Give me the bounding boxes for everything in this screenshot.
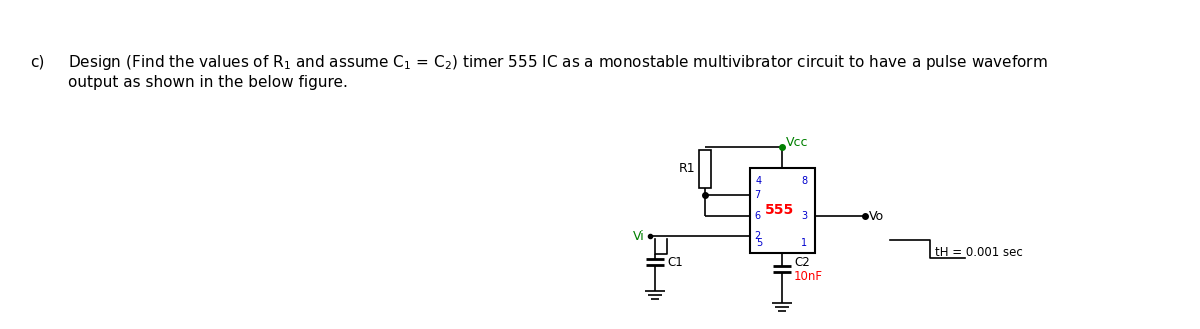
Text: Vi: Vi <box>634 230 646 242</box>
Text: output as shown in the below figure.: output as shown in the below figure. <box>68 74 348 89</box>
Text: c): c) <box>30 55 44 69</box>
Text: Vo: Vo <box>869 210 884 222</box>
Text: 8: 8 <box>802 176 808 186</box>
Text: R1: R1 <box>678 163 695 175</box>
Text: 7: 7 <box>754 190 761 200</box>
Text: 10nF: 10nF <box>794 269 823 283</box>
Bar <box>750 168 815 253</box>
Text: 2: 2 <box>754 231 761 241</box>
Text: 555: 555 <box>764 204 794 217</box>
Text: Design (Find the values of R$_1$ and assume C$_1$ = C$_2$) timer 555 IC as a mon: Design (Find the values of R$_1$ and ass… <box>68 53 1048 71</box>
Bar <box>698 150 710 188</box>
Text: C1: C1 <box>667 256 683 268</box>
Text: 5: 5 <box>756 238 762 248</box>
Text: C2: C2 <box>794 257 810 269</box>
Text: 3: 3 <box>802 211 808 221</box>
Text: 6: 6 <box>754 211 760 221</box>
Text: 4: 4 <box>756 176 762 186</box>
Text: tH = 0.001 sec: tH = 0.001 sec <box>935 246 1022 260</box>
Text: 1: 1 <box>802 238 808 248</box>
Text: Vcc: Vcc <box>786 136 809 148</box>
